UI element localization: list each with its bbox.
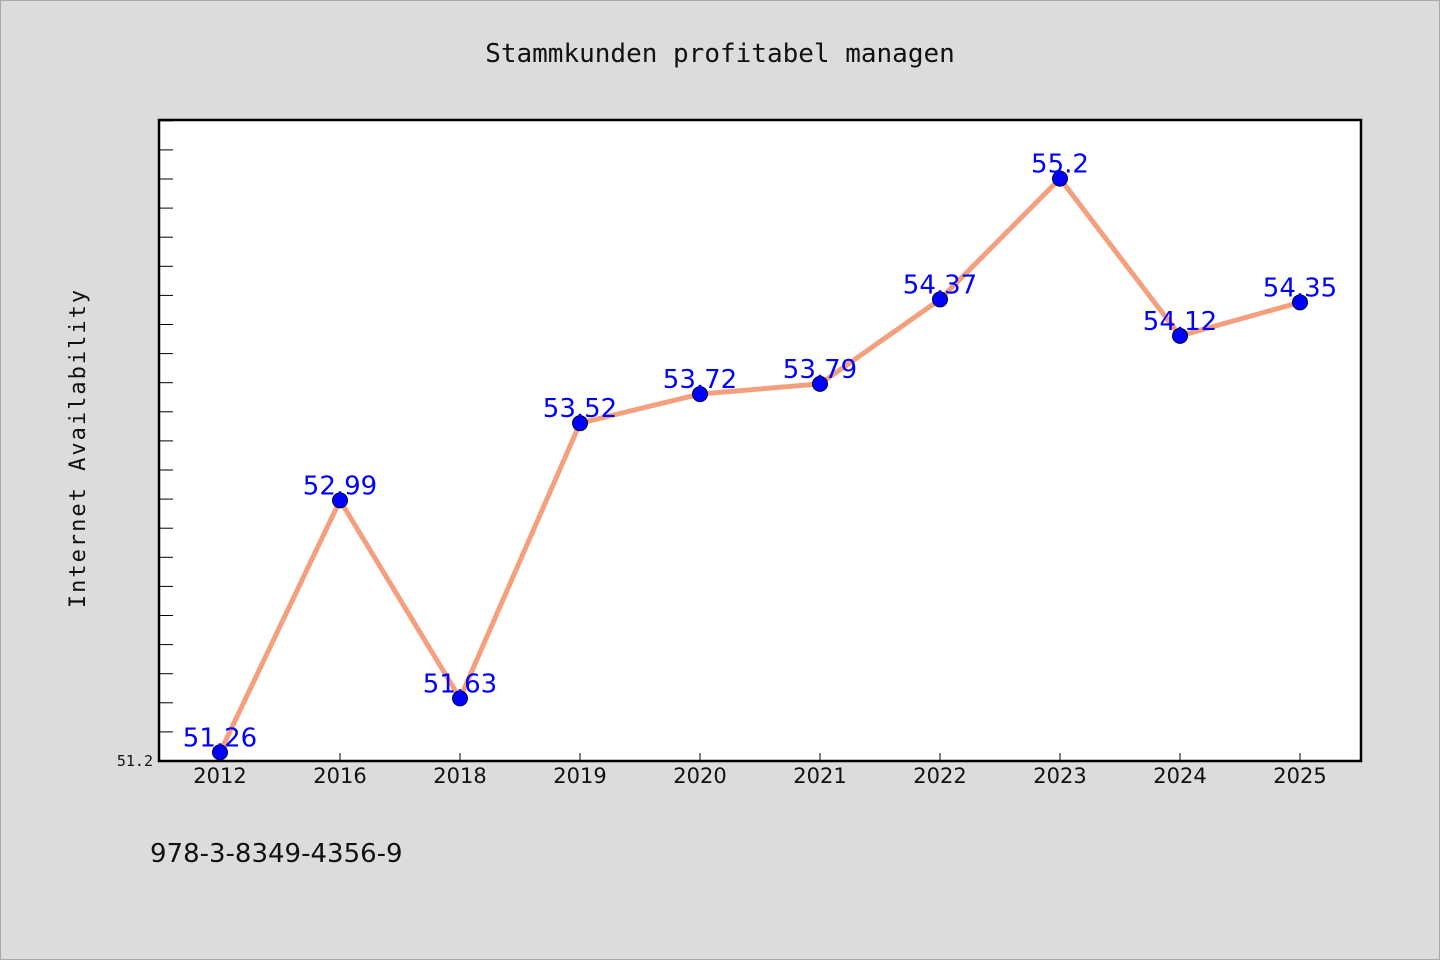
- data-label-2025: 54.35: [1263, 273, 1337, 303]
- data-label-2021: 53.79: [783, 355, 857, 385]
- data-label-2018: 51.63: [423, 669, 497, 699]
- y-axis-label: Internet Availability: [66, 288, 91, 608]
- x-tick-label-2019: 2019: [553, 764, 606, 788]
- x-tick-label-2012: 2012: [193, 764, 246, 788]
- x-tick-label-2025: 2025: [1273, 764, 1326, 788]
- x-tick-label-2024: 2024: [1153, 764, 1206, 788]
- data-point-2022: [932, 291, 948, 308]
- data-label-2022: 54.37: [903, 270, 977, 300]
- data-point-2019: [572, 415, 588, 432]
- data-labels: 51.26 52.99 51.63 53.52 53.72 53.79 54.37 55.2 5…: [183, 150, 1337, 754]
- x-tick-label-2016: 2016: [313, 764, 366, 788]
- x-tick-label-2021: 2021: [793, 764, 846, 788]
- y-tick-label-min: 51.2: [117, 752, 153, 770]
- x-tick-label-2020: 2020: [673, 764, 726, 788]
- data-point-2020: [692, 386, 708, 403]
- chart-title: Stammkunden profitabel managen: [485, 39, 955, 69]
- x-tick-label-2023: 2023: [1033, 764, 1086, 788]
- data-label-2012: 51.26: [183, 723, 257, 753]
- series-line: [217, 176, 1301, 754]
- plot-area: [157, 118, 1363, 763]
- y-axis-ticks: [159, 120, 173, 762]
- data-point-2023: [1052, 170, 1068, 187]
- data-label-2016: 52.99: [303, 471, 377, 501]
- data-label-2024: 54.12: [1143, 307, 1217, 337]
- data-label-2019: 53.52: [543, 394, 617, 424]
- data-point-2012: [212, 744, 228, 761]
- data-label-2020: 53.72: [663, 365, 737, 395]
- data-point-2025: [1292, 294, 1308, 311]
- data-point-2024: [1172, 327, 1188, 344]
- data-point-2021: [812, 375, 828, 392]
- data-point-2018: [452, 690, 468, 707]
- x-tick-label-2022: 2022: [913, 764, 966, 788]
- series-line-group: [217, 176, 1301, 754]
- footer-isbn: 978-3-8349-4356-9: [150, 839, 403, 869]
- x-axis-tick-labels: 2012 2016 2018 2019 2020 2021 2022 2023 2024 2025: [193, 764, 1326, 788]
- x-axis-ticks: [219, 753, 1301, 761]
- data-label-2023: 55.2: [1031, 150, 1089, 180]
- data-point-2016: [332, 492, 348, 509]
- x-tick-label-2018: 2018: [433, 764, 486, 788]
- data-markers: [212, 170, 1308, 761]
